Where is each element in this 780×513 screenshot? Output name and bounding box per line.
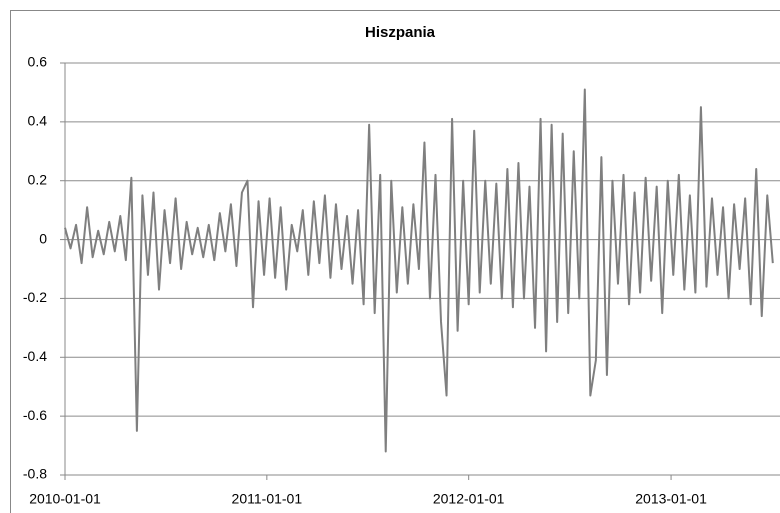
y-tick-label: 0.2 [28,171,48,187]
data-line [64,88,774,453]
x-tick-label: 2013-01-01 [635,491,707,507]
y-tick-label: -0.8 [23,466,47,482]
x-tick-label: 2010-01-01 [29,491,101,507]
y-tick-label: -0.6 [23,407,47,423]
y-tick-label: 0.6 [28,54,48,70]
y-tick-label: 0 [39,230,47,246]
chart-title: Hiszpania [365,24,436,41]
y-tick-label: -0.4 [23,348,47,364]
y-tick-label: -0.2 [23,289,47,305]
y-tick-label: 0.4 [28,113,48,129]
x-tick-label: 2011-01-01 [232,491,303,507]
x-tick-label: 2012-01-01 [433,491,505,507]
